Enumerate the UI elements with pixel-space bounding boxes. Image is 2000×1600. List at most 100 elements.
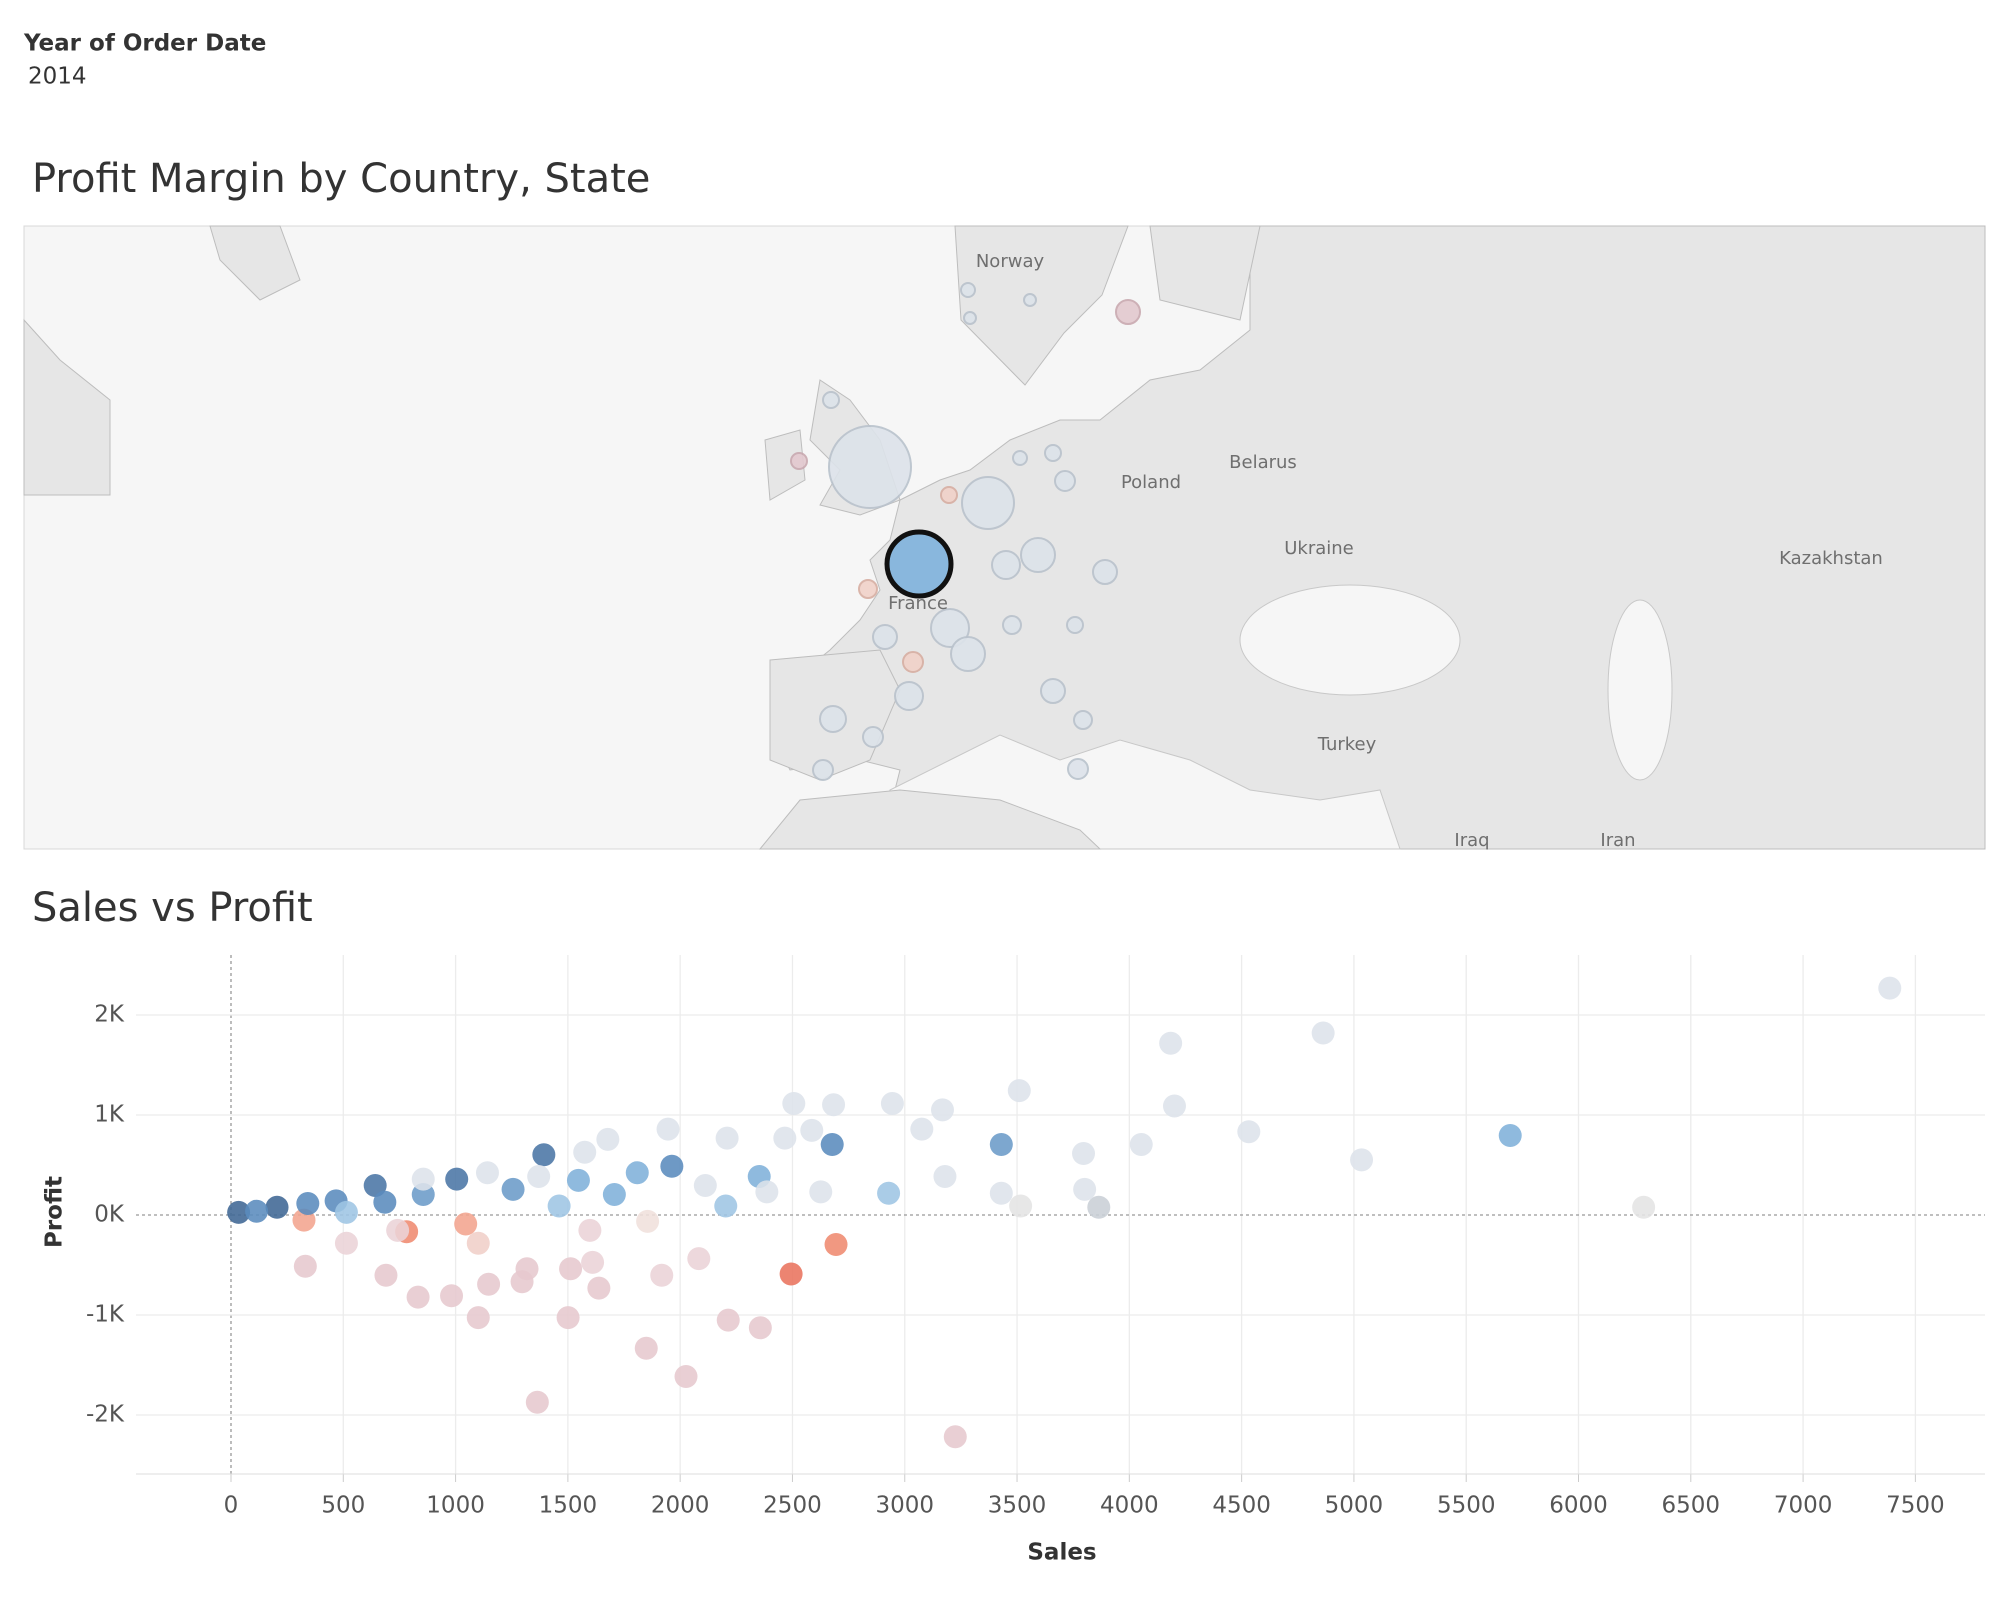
scatter-point[interactable] bbox=[1009, 1194, 1033, 1218]
scatter-point[interactable] bbox=[880, 1092, 904, 1115]
map-bubble[interactable] bbox=[1054, 470, 1076, 492]
scatter-point[interactable] bbox=[566, 1168, 590, 1192]
filter-value[interactable]: 2014 bbox=[28, 64, 87, 90]
scatter-point[interactable] bbox=[532, 1143, 556, 1167]
scatter-point[interactable] bbox=[1311, 1021, 1335, 1045]
map-bubble[interactable] bbox=[1002, 615, 1022, 635]
scatter-point[interactable] bbox=[1878, 976, 1902, 1000]
scatter-point[interactable] bbox=[809, 1180, 833, 1204]
map-bubble[interactable] bbox=[862, 726, 884, 748]
scatter-point[interactable] bbox=[559, 1257, 583, 1281]
scatter-point[interactable] bbox=[820, 1133, 844, 1156]
scatter-point[interactable] bbox=[989, 1133, 1013, 1156]
scatter-point[interactable] bbox=[581, 1250, 605, 1274]
scatter-point[interactable] bbox=[501, 1177, 525, 1201]
scatter-point[interactable] bbox=[477, 1272, 501, 1296]
map-bubble[interactable] bbox=[1115, 299, 1141, 325]
scatter-point[interactable] bbox=[245, 1199, 269, 1223]
scatter-point[interactable] bbox=[547, 1194, 571, 1218]
scatter-point[interactable] bbox=[445, 1167, 469, 1191]
map-bubble[interactable] bbox=[790, 452, 808, 470]
scatter-point[interactable] bbox=[596, 1127, 620, 1151]
scatter-point[interactable] bbox=[930, 1098, 954, 1122]
scatter-point[interactable] bbox=[660, 1154, 684, 1178]
map-bubble[interactable] bbox=[1073, 710, 1093, 730]
map-bubble[interactable] bbox=[1040, 678, 1066, 704]
scatter-point[interactable] bbox=[374, 1263, 398, 1287]
scatter-point[interactable] bbox=[573, 1140, 597, 1164]
map-bubble[interactable] bbox=[894, 681, 924, 711]
scatter-point[interactable] bbox=[510, 1270, 534, 1294]
scatter-point[interactable] bbox=[466, 1306, 490, 1330]
scatter-point[interactable] bbox=[1129, 1133, 1153, 1156]
map-bubble[interactable] bbox=[1020, 537, 1056, 573]
scatter-point[interactable] bbox=[634, 1336, 658, 1360]
scatter-point[interactable] bbox=[674, 1365, 698, 1388]
scatter-point[interactable] bbox=[334, 1231, 358, 1255]
scatter-point[interactable] bbox=[693, 1174, 717, 1197]
map-bubble-selected[interactable] bbox=[884, 529, 954, 599]
map-bubble[interactable] bbox=[902, 651, 924, 673]
scatter-point[interactable] bbox=[293, 1254, 317, 1278]
map-bubble[interactable] bbox=[1067, 758, 1089, 780]
scatter-point[interactable] bbox=[755, 1180, 779, 1204]
scatter-point[interactable] bbox=[578, 1218, 602, 1242]
scatter-point[interactable] bbox=[824, 1233, 848, 1256]
scatter-point[interactable] bbox=[296, 1192, 320, 1215]
scatter-point[interactable] bbox=[527, 1165, 551, 1188]
scatter-point[interactable] bbox=[625, 1161, 649, 1185]
scatter-point[interactable] bbox=[687, 1247, 711, 1271]
map-bubble[interactable] bbox=[991, 550, 1021, 580]
map-bubble[interactable] bbox=[819, 705, 847, 733]
scatter-point[interactable] bbox=[782, 1092, 806, 1115]
map-bubble[interactable] bbox=[828, 425, 912, 509]
scatter-point[interactable] bbox=[334, 1200, 358, 1224]
scatter-point[interactable] bbox=[386, 1218, 410, 1242]
scatter-point[interactable] bbox=[265, 1195, 289, 1219]
scatter-point[interactable] bbox=[714, 1194, 738, 1218]
scatter-point[interactable] bbox=[406, 1285, 430, 1309]
map-bubble[interactable] bbox=[930, 608, 970, 648]
map-bubble[interactable] bbox=[961, 476, 1015, 530]
scatter-point[interactable] bbox=[877, 1181, 901, 1205]
scatter-point[interactable] bbox=[227, 1200, 251, 1224]
scatter-point[interactable] bbox=[466, 1231, 490, 1255]
scatter-point[interactable] bbox=[650, 1263, 674, 1287]
scatter-point[interactable] bbox=[440, 1284, 464, 1308]
scatter-point[interactable] bbox=[910, 1117, 934, 1141]
map-bubble[interactable] bbox=[1066, 616, 1084, 634]
scatter-point[interactable] bbox=[525, 1390, 549, 1414]
map-bubble[interactable] bbox=[1092, 559, 1118, 585]
scatter-point[interactable] bbox=[989, 1181, 1013, 1205]
scatter-point[interactable] bbox=[556, 1306, 580, 1330]
scatter-point[interactable] bbox=[587, 1276, 611, 1300]
scatter-point[interactable] bbox=[475, 1161, 499, 1185]
scatter-point[interactable] bbox=[822, 1093, 846, 1117]
scatter-point[interactable] bbox=[1073, 1177, 1097, 1201]
scatter-point[interactable] bbox=[779, 1262, 803, 1286]
map-bubble[interactable] bbox=[1023, 293, 1037, 307]
map-bubble[interactable] bbox=[960, 282, 976, 298]
map-bubble[interactable] bbox=[1012, 450, 1028, 466]
map-bubble[interactable] bbox=[858, 579, 878, 599]
scatter-point[interactable] bbox=[363, 1174, 387, 1197]
scatter-point[interactable] bbox=[1162, 1094, 1186, 1118]
scatter-point[interactable] bbox=[1159, 1031, 1183, 1055]
scatter-point[interactable] bbox=[715, 1126, 739, 1150]
map-bubble[interactable] bbox=[940, 486, 958, 504]
scatter-point[interactable] bbox=[1498, 1124, 1522, 1147]
map-bubble[interactable] bbox=[872, 624, 898, 650]
scatter-point[interactable] bbox=[411, 1167, 435, 1191]
scatter-point[interactable] bbox=[748, 1316, 772, 1340]
scatter-point[interactable] bbox=[716, 1308, 740, 1332]
map-bubble[interactable] bbox=[812, 759, 834, 781]
scatter-point[interactable] bbox=[800, 1118, 824, 1142]
scatter-point[interactable] bbox=[1632, 1195, 1656, 1219]
map-bubble[interactable] bbox=[963, 311, 977, 325]
map-bubble[interactable] bbox=[1044, 444, 1062, 462]
scatter-point[interactable] bbox=[636, 1209, 660, 1233]
scatter-point[interactable] bbox=[1237, 1120, 1261, 1144]
scatter-point[interactable] bbox=[1087, 1195, 1111, 1219]
scatter-point[interactable] bbox=[773, 1126, 797, 1150]
scatter-point[interactable] bbox=[933, 1165, 957, 1188]
